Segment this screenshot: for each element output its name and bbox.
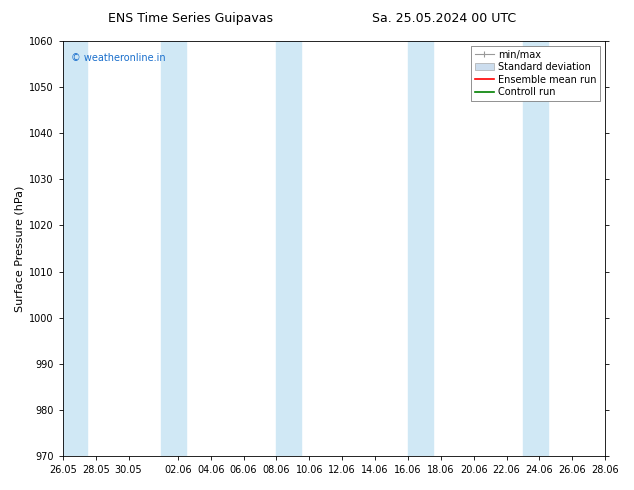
Bar <box>408 41 432 456</box>
Bar <box>276 41 301 456</box>
Y-axis label: Surface Pressure (hPa): Surface Pressure (hPa) <box>15 185 25 312</box>
Bar <box>63 41 87 456</box>
Text: © weatheronline.in: © weatheronline.in <box>71 53 165 64</box>
Bar <box>162 41 186 456</box>
Bar <box>523 41 548 456</box>
Legend: min/max, Standard deviation, Ensemble mean run, Controll run: min/max, Standard deviation, Ensemble me… <box>470 46 600 101</box>
Text: ENS Time Series Guipavas: ENS Time Series Guipavas <box>108 12 273 25</box>
Text: Sa. 25.05.2024 00 UTC: Sa. 25.05.2024 00 UTC <box>372 12 516 25</box>
